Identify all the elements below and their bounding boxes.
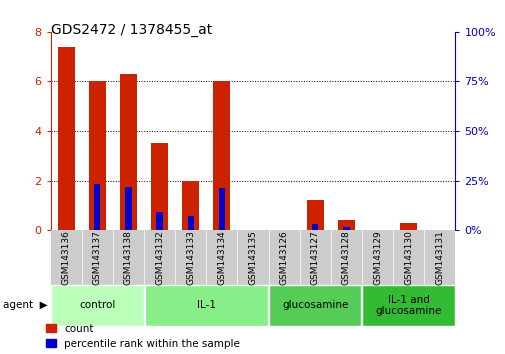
Bar: [399, 223, 417, 230]
Text: GSM143130: GSM143130: [403, 230, 413, 285]
Bar: [150, 143, 168, 230]
Text: GSM143128: GSM143128: [341, 230, 350, 285]
Text: GSM143126: GSM143126: [279, 230, 288, 285]
Bar: [88, 81, 106, 230]
Text: GSM143134: GSM143134: [217, 230, 226, 285]
Bar: [120, 74, 137, 230]
Text: GSM143135: GSM143135: [248, 230, 257, 285]
Text: glucosamine: glucosamine: [281, 300, 348, 310]
Bar: [218, 188, 225, 230]
Bar: [213, 81, 230, 230]
Text: IL-1 and
glucosamine: IL-1 and glucosamine: [375, 295, 441, 316]
Text: GSM143138: GSM143138: [124, 230, 133, 285]
Legend: count, percentile rank within the sample: count, percentile rank within the sample: [45, 324, 240, 349]
Text: GSM143127: GSM143127: [310, 230, 319, 285]
Text: GSM143137: GSM143137: [92, 230, 102, 285]
Text: GSM143131: GSM143131: [434, 230, 443, 285]
Text: GDS2472 / 1378455_at: GDS2472 / 1378455_at: [50, 23, 212, 37]
Bar: [312, 224, 318, 230]
Text: GSM143136: GSM143136: [62, 230, 71, 285]
Text: agent  ▶: agent ▶: [3, 300, 47, 310]
Bar: [156, 212, 163, 230]
Text: GSM143129: GSM143129: [372, 230, 381, 285]
Text: IL-1: IL-1: [196, 300, 215, 310]
Bar: [187, 216, 193, 230]
Bar: [94, 184, 100, 230]
Bar: [306, 200, 323, 230]
Bar: [182, 181, 199, 230]
Text: GSM143132: GSM143132: [155, 230, 164, 285]
Bar: [58, 47, 75, 230]
Text: control: control: [79, 300, 115, 310]
Bar: [337, 220, 355, 230]
Text: GSM143133: GSM143133: [186, 230, 195, 285]
Bar: [342, 227, 349, 230]
Bar: [125, 187, 131, 230]
